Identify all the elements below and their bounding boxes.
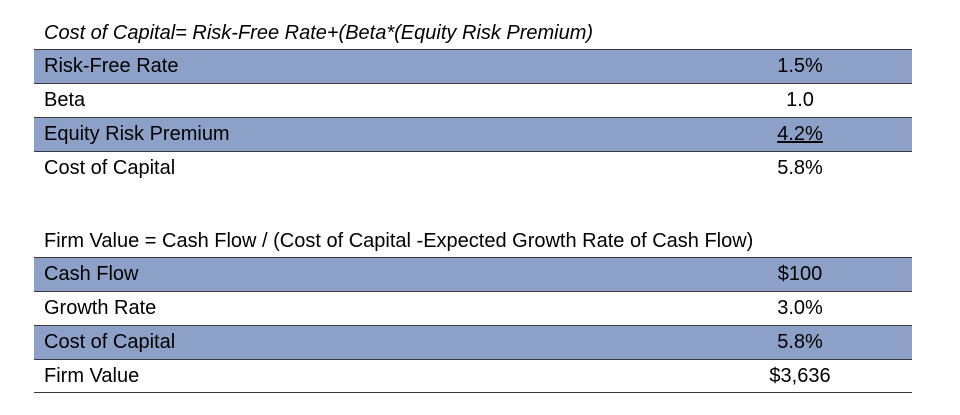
row-value: 4.2% <box>777 123 823 145</box>
table-row-equity-risk-premium: Equity Risk Premium 4.2% <box>34 117 912 151</box>
table-row-beta: Beta 1.0 <box>34 83 912 117</box>
table-row-cost-of-capital: Cost of Capital 5.8% <box>34 325 912 359</box>
firm-value-formula: Firm Value = Cash Flow / (Cost of Capita… <box>44 230 754 252</box>
table-row-growth-rate: Growth Rate 3.0% <box>34 291 912 325</box>
row-label: Firm Value <box>44 364 140 387</box>
row-value: 1.0 <box>786 89 814 111</box>
row-label: Beta <box>44 89 86 111</box>
table-row-risk-free-rate: Risk-Free Rate 1.5% <box>34 49 912 83</box>
row-label: Cash Flow <box>44 263 139 285</box>
table-row-cash-flow: Cash Flow $100 <box>34 257 912 291</box>
cost-of-capital-table: Cost of Capital= Risk-Free Rate+(Beta*(E… <box>34 18 912 185</box>
row-label: Risk-Free Rate <box>44 55 179 77</box>
table-row-cost-of-capital: Cost of Capital 5.8% <box>34 151 912 185</box>
row-label: Cost of Capital <box>44 331 176 353</box>
row-value: $3,636 <box>769 364 831 387</box>
row-value: 5.8% <box>777 157 823 179</box>
cost-of-capital-formula: Cost of Capital= Risk-Free Rate+(Beta*(E… <box>44 22 594 44</box>
row-value: 3.0% <box>777 297 823 319</box>
row-label: Cost of Capital <box>44 157 176 179</box>
firm-value-table: Firm Value = Cash Flow / (Cost of Capita… <box>34 226 912 393</box>
table-row-firm-value: Firm Value $3,636 <box>34 359 912 393</box>
row-label: Growth Rate <box>44 297 157 319</box>
row-value: 5.8% <box>777 331 823 353</box>
row-value: $100 <box>777 263 823 285</box>
row-value: 1.5% <box>777 55 823 77</box>
row-label: Equity Risk Premium <box>44 123 230 145</box>
